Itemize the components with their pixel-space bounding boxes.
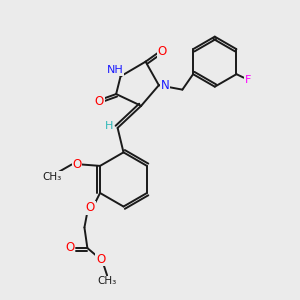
Text: O: O — [86, 201, 95, 214]
Text: O: O — [95, 95, 104, 108]
Text: N: N — [161, 79, 170, 92]
Text: H: H — [105, 122, 113, 131]
Text: CH₃: CH₃ — [43, 172, 62, 182]
Text: NH: NH — [107, 65, 124, 76]
Text: O: O — [65, 241, 74, 254]
Text: O: O — [72, 158, 82, 171]
Text: CH₃: CH₃ — [98, 276, 117, 286]
Text: O: O — [96, 253, 105, 266]
Text: F: F — [244, 75, 251, 85]
Text: O: O — [158, 45, 167, 58]
